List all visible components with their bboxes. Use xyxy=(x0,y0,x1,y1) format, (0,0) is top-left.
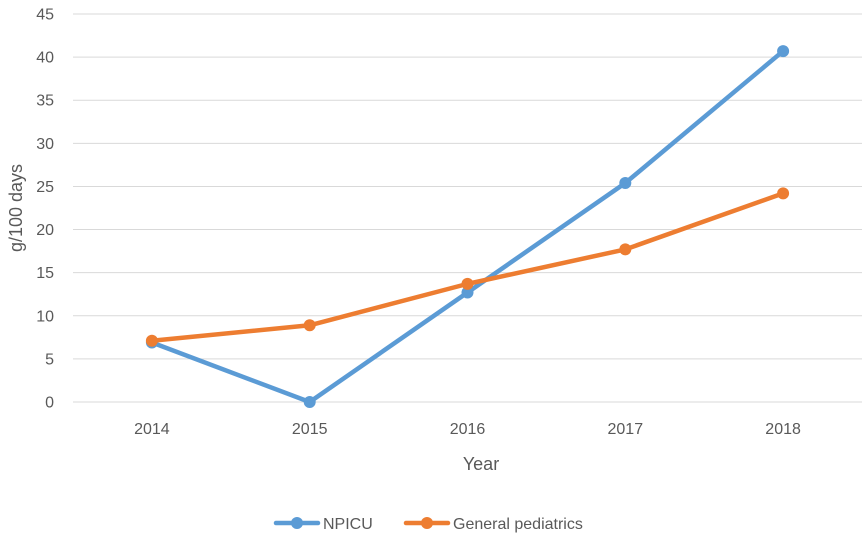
data-point xyxy=(619,176,632,189)
y-axis-ticks: 0 5 10 15 20 25 30 35 40 45 xyxy=(36,7,54,412)
data-point xyxy=(303,396,316,408)
data-point xyxy=(619,243,632,256)
legend-label: NPICU xyxy=(323,516,373,533)
y-tick-label: 20 xyxy=(36,222,54,239)
y-tick-label: 40 xyxy=(36,50,54,67)
legend: NPICU General pediatrics xyxy=(273,516,583,533)
gridlines xyxy=(73,13,862,403)
series-line xyxy=(149,191,786,344)
series-lines xyxy=(145,45,790,408)
data-point xyxy=(461,277,474,290)
data-point xyxy=(777,45,790,58)
y-tick-label: 0 xyxy=(45,395,54,412)
y-tick-label: 30 xyxy=(36,136,54,153)
y-tick-label: 15 xyxy=(36,265,54,282)
y-tick-label: 35 xyxy=(36,93,54,110)
x-axis-ticks: 2014 2015 2016 2017 2018 xyxy=(134,421,801,438)
x-tick-label: 2015 xyxy=(292,421,328,438)
legend-swatch-marker xyxy=(421,517,433,529)
y-axis-title: g/100 days xyxy=(6,164,26,252)
data-point xyxy=(303,319,316,332)
legend-swatch-marker xyxy=(291,517,303,529)
y-tick-label: 25 xyxy=(36,179,54,196)
legend-label: General pediatrics xyxy=(453,516,583,533)
series-general-pediatrics xyxy=(145,187,790,347)
data-point xyxy=(145,334,158,347)
y-tick-label: 45 xyxy=(36,7,54,24)
x-tick-label: 2014 xyxy=(134,421,170,438)
data-point xyxy=(777,187,790,200)
x-axis-title: Year xyxy=(463,454,499,474)
y-tick-label: 10 xyxy=(36,308,54,325)
legend-item: NPICU xyxy=(273,516,373,533)
x-tick-label: 2017 xyxy=(608,421,644,438)
legend-item: General pediatrics xyxy=(403,516,583,533)
y-tick-label: 5 xyxy=(45,351,54,368)
data-point xyxy=(461,286,474,299)
x-tick-label: 2016 xyxy=(450,421,486,438)
x-tick-label: 2018 xyxy=(765,421,801,438)
